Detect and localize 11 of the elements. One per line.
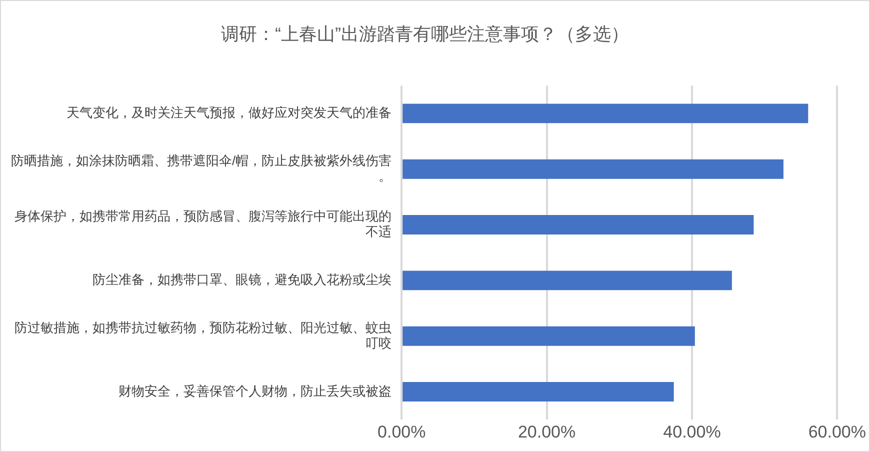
y-tick-label: 防过敏措施，如携带抗过敏药物，预防花粉过敏、阳光过敏、蚊虫叮咬	[14, 320, 392, 350]
y-tick-label: 天气变化，及时关注天气预报，做好应对突发天气的准备	[66, 105, 392, 120]
chart-title: 调研：“上春山”出游踏青有哪些注意事项？（多选）	[221, 24, 629, 44]
x-tick-label: 60.00%	[808, 422, 866, 442]
y-tick-label: 防晒措施，如涂抹防晒霜、携带遮阳伞/帽，防止皮肤被紫外线伤害。	[10, 152, 392, 184]
x-tick-label: 0.00%	[378, 422, 426, 442]
y-tick-label: 身体保护，如携带常用药品，预防感冒、腹泻等旅行中可能出现的不适	[14, 208, 392, 240]
x-tick-label: 40.00%	[663, 422, 721, 442]
y-tick-label: 防尘准备，如携带口罩、眼镜，避免吸入花粉或尘埃	[92, 272, 392, 288]
x-tick-label: 20.00%	[518, 422, 576, 442]
y-tick-label: 财物安全，妥善保管个人财物，防止丢失或被盗	[118, 383, 392, 398]
